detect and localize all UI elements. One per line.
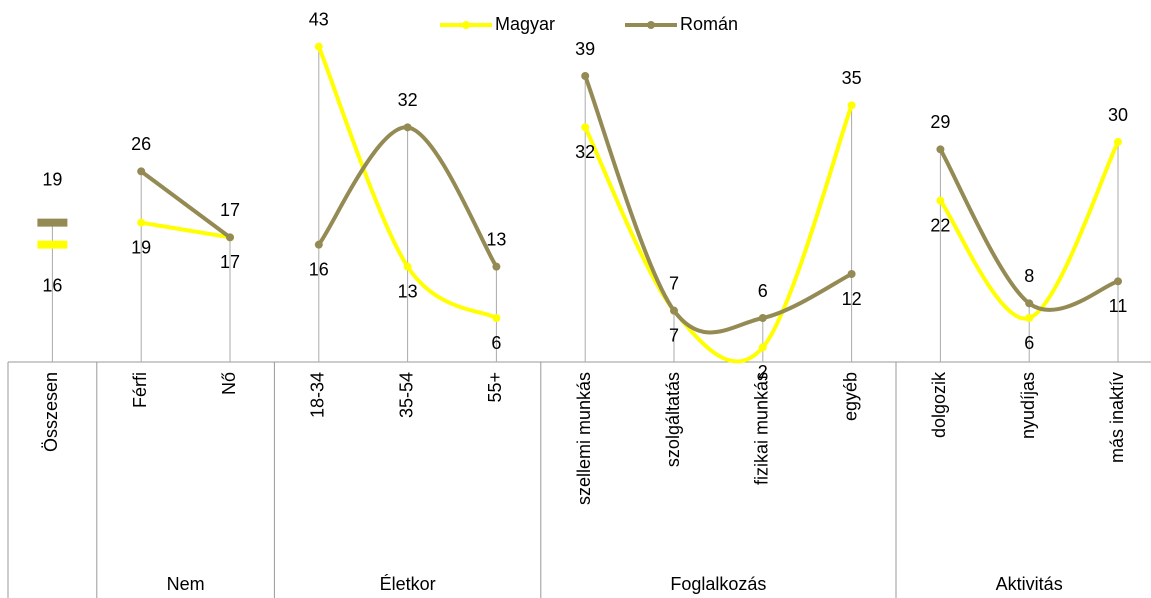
series-line [583, 104, 854, 364]
data-label: 30 [1108, 105, 1128, 125]
data-label: 16 [42, 275, 62, 295]
data-label: 32 [575, 142, 595, 162]
x-tick-label: egyéb [840, 372, 860, 421]
point [847, 270, 856, 278]
legend-label: Magyar [495, 14, 555, 34]
data-label: 7 [669, 325, 679, 345]
data-label: 12 [842, 289, 862, 309]
x-tick-label: szellemi munkás [574, 372, 594, 505]
data-label: 6 [491, 333, 501, 353]
point [137, 167, 146, 176]
x-tick-label: fizikai munkás [752, 372, 772, 485]
data-label: 11 [1109, 296, 1128, 316]
point [1114, 277, 1122, 286]
x-tick-label: dolgozik [929, 371, 949, 438]
group-label: Aktivitás [996, 574, 1063, 594]
data-label: 6 [1024, 333, 1034, 353]
x-tick-label: 35-54 [396, 372, 416, 418]
point [758, 314, 767, 322]
point [1025, 299, 1034, 308]
point [314, 42, 323, 51]
x-tick-label: nyudíjas [1018, 372, 1038, 439]
series-line [140, 169, 232, 239]
data-label: 13 [398, 281, 418, 301]
x-tick-label: Összesen [41, 372, 61, 452]
point [936, 145, 945, 154]
data-label: 29 [930, 112, 950, 132]
series-line [140, 220, 231, 240]
group-label: Foglalkozás [670, 574, 766, 594]
point [492, 262, 501, 271]
data-label: 2 [758, 362, 768, 382]
legend-marker [647, 21, 655, 29]
point [936, 196, 945, 205]
point [314, 240, 323, 249]
point [1025, 314, 1034, 322]
series-line [316, 45, 498, 320]
series-line [583, 75, 853, 335]
series-line [938, 148, 1119, 312]
x-tick-label: Férfi [130, 372, 150, 408]
point [581, 72, 590, 80]
x-tick-label: 55+ [485, 372, 505, 403]
point [403, 123, 412, 132]
x-tick-label: más inaktív [1107, 372, 1127, 463]
group-label: Nem [167, 574, 205, 594]
data-label: 32 [398, 90, 418, 110]
group-label: Életkor [380, 574, 436, 594]
point [758, 343, 767, 352]
data-label: 8 [1024, 266, 1034, 286]
data-label: 35 [842, 68, 862, 88]
point [1114, 138, 1122, 146]
series-line [938, 141, 1120, 321]
x-tick-label: 18-34 [308, 372, 328, 418]
data-label: 26 [131, 134, 151, 154]
point [670, 306, 678, 315]
data-label: 19 [131, 237, 151, 257]
point [226, 233, 234, 242]
data-label: 16 [309, 259, 329, 279]
x-tick-label: Nő [219, 372, 239, 395]
data-label: 17 [220, 200, 240, 220]
data-label: 13 [486, 229, 506, 249]
data-label: 19 [42, 169, 62, 189]
point [137, 218, 146, 227]
point [492, 314, 501, 322]
legend-label: Román [680, 14, 738, 34]
data-label: 39 [575, 39, 595, 59]
data-label: 22 [930, 215, 950, 235]
data-label: 6 [758, 281, 768, 301]
data-label: 17 [220, 252, 240, 272]
data-label: 43 [309, 9, 329, 29]
point [403, 262, 412, 271]
data-label: 7 [669, 273, 679, 293]
point [581, 123, 590, 132]
legend-marker [462, 21, 470, 29]
x-tick-label: szolgáltatás [663, 372, 683, 467]
point [847, 101, 856, 110]
